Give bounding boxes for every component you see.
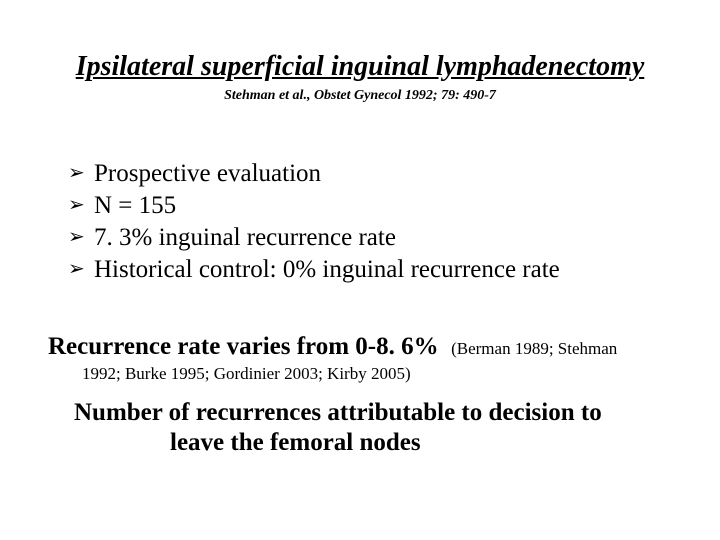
conclusion-text: Number of recurrences attributable to de… bbox=[74, 398, 668, 457]
recurrence-statement: Recurrence rate varies from 0-8. 6% (Ber… bbox=[48, 332, 680, 384]
bullet-list: ➢ Prospective evaluation ➢ N = 155 ➢ 7. … bbox=[68, 158, 680, 286]
bullet-text: Historical control: 0% inguinal recurren… bbox=[94, 254, 560, 286]
recurrence-citation-line2: 1992; Burke 1995; Gordinier 2003; Kirby … bbox=[82, 363, 680, 384]
bullet-icon: ➢ bbox=[68, 254, 94, 285]
list-item: ➢ Historical control: 0% inguinal recurr… bbox=[68, 254, 680, 286]
bullet-icon: ➢ bbox=[68, 158, 94, 189]
bullet-icon: ➢ bbox=[68, 190, 94, 221]
conclusion-line2: leave the femoral nodes bbox=[74, 428, 668, 458]
slide-container: Ipsilateral superficial inguinal lymphad… bbox=[0, 0, 720, 540]
slide-title: Ipsilateral superficial inguinal lymphad… bbox=[20, 52, 700, 83]
bullet-text: N = 155 bbox=[94, 190, 176, 222]
title-citation: Stehman et al., Obstet Gynecol 1992; 79:… bbox=[20, 88, 700, 104]
bullet-text: Prospective evaluation bbox=[94, 158, 321, 190]
list-item: ➢ 7. 3% inguinal recurrence rate bbox=[68, 222, 680, 254]
conclusion-line1: Number of recurrences attributable to de… bbox=[74, 399, 602, 426]
recurrence-main-text: Recurrence rate varies from 0-8. 6% bbox=[48, 333, 439, 360]
bullet-text: 7. 3% inguinal recurrence rate bbox=[94, 222, 396, 254]
bullet-icon: ➢ bbox=[68, 222, 94, 253]
list-item: ➢ N = 155 bbox=[68, 190, 680, 222]
list-item: ➢ Prospective evaluation bbox=[68, 158, 680, 190]
recurrence-citation-inline: (Berman 1989; Stehman bbox=[451, 339, 617, 358]
